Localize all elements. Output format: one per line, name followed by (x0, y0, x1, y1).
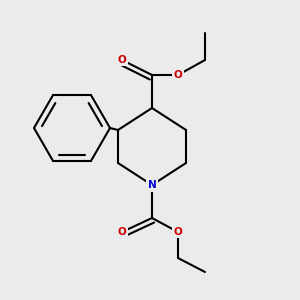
Text: O: O (174, 70, 182, 80)
Text: N: N (148, 180, 156, 190)
Text: O: O (118, 55, 126, 65)
Text: O: O (174, 227, 182, 237)
Text: O: O (118, 227, 126, 237)
